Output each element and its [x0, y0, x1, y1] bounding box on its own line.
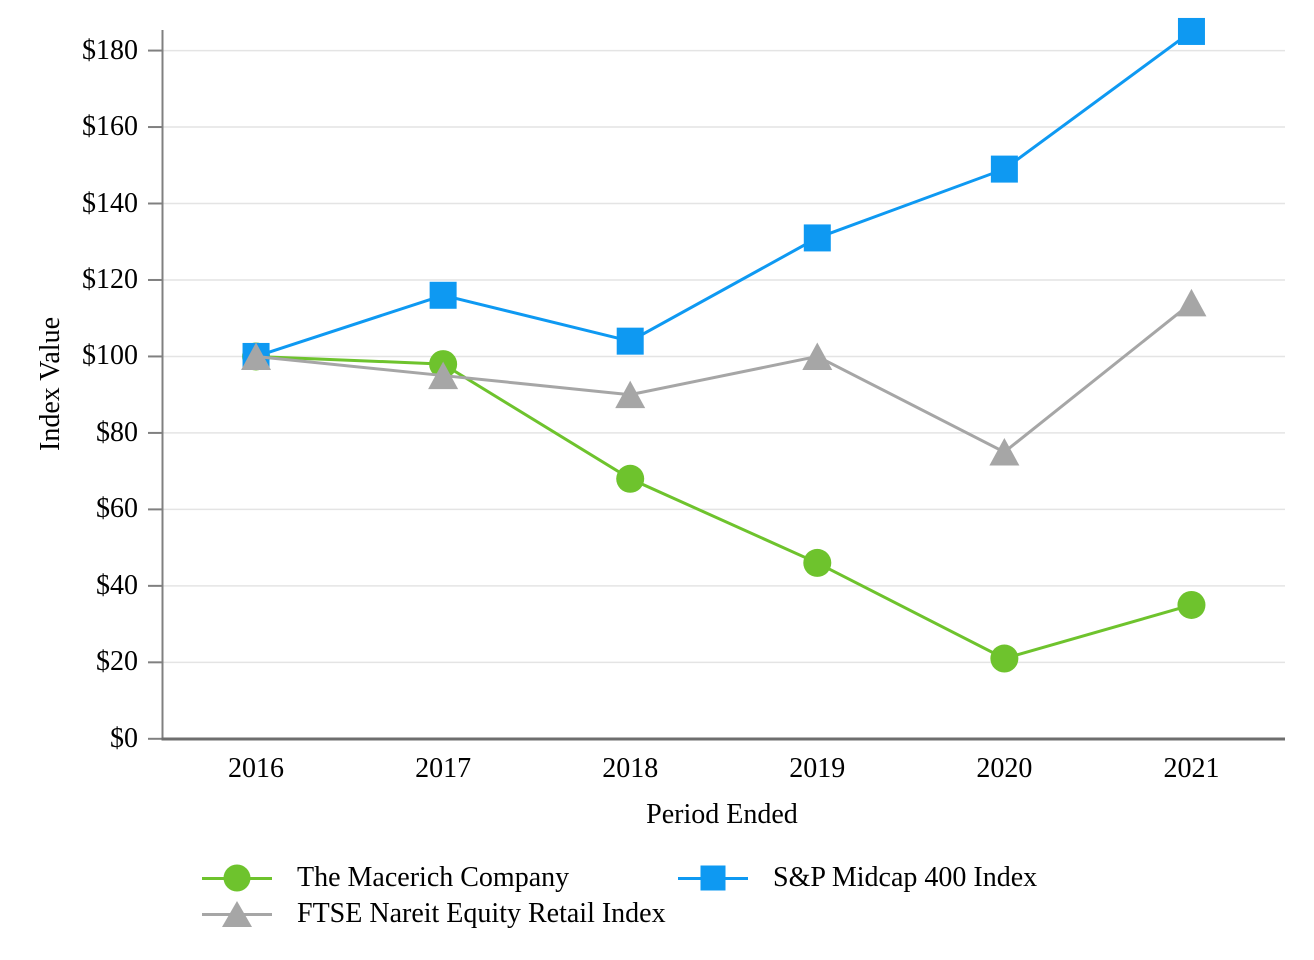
data-point-triangle — [989, 438, 1020, 466]
triangle-marker-icon — [222, 901, 252, 927]
x-tick-label: 2017 — [415, 753, 472, 784]
square-marker-icon — [700, 865, 726, 891]
legend-label: The Macerich Company — [297, 862, 570, 893]
data-point-circle — [803, 548, 832, 577]
data-point-triangle — [1176, 288, 1207, 317]
data-point-square — [616, 327, 644, 355]
data-point-circle — [616, 464, 645, 493]
legend-swatch — [202, 896, 272, 932]
data-point-circle — [990, 644, 1019, 673]
legend-swatch — [678, 860, 748, 896]
y-tick-label: $80 — [96, 416, 138, 448]
x-axis-title: Period Ended — [646, 799, 798, 830]
y-tick-label: $100 — [82, 340, 138, 372]
legend-item: The Macerich Company — [202, 860, 678, 896]
x-tick-label: 2020 — [976, 753, 1033, 784]
legend-item: FTSE Nareit Equity Retail Index — [202, 896, 678, 932]
data-point-triangle — [615, 380, 646, 409]
x-tick-label: 2018 — [602, 753, 659, 784]
y-tick-label: $120 — [82, 263, 138, 295]
data-point-square — [990, 155, 1018, 183]
y-tick-label: $60 — [96, 493, 138, 525]
circle-marker-icon — [223, 864, 251, 892]
legend-swatch — [202, 860, 272, 896]
legend-label: FTSE Nareit Equity Retail Index — [297, 898, 666, 929]
y-tick-label: $180 — [82, 34, 138, 66]
data-point-square — [1177, 17, 1205, 45]
x-tick-label: 2019 — [789, 753, 846, 784]
x-tick-label: 2016 — [228, 753, 285, 784]
y-tick-label: $40 — [96, 569, 138, 601]
data-point-square — [429, 281, 457, 309]
legend: The Macerich Company S&P Midcap 400 Index… — [202, 860, 1037, 932]
data-point-triangle — [802, 342, 833, 370]
data-point-square — [803, 224, 831, 252]
x-tick-label: 2021 — [1163, 753, 1220, 784]
y-tick-label: $140 — [82, 187, 138, 219]
series-line-square — [255, 30, 1193, 358]
series-line-circle — [255, 354, 1192, 661]
data-point-triangle — [428, 361, 459, 390]
series-line-triangle — [255, 301, 1193, 454]
legend-item: S&P Midcap 400 Index — [678, 860, 1037, 896]
y-tick-label: $0 — [110, 722, 138, 754]
y-tick-label: $160 — [82, 111, 138, 143]
y-axis-title: Index Value — [35, 317, 66, 451]
legend-label: S&P Midcap 400 Index — [773, 862, 1038, 893]
data-point-triangle — [241, 342, 272, 370]
y-tick-label: $20 — [96, 646, 138, 678]
data-point-circle — [1177, 590, 1206, 619]
